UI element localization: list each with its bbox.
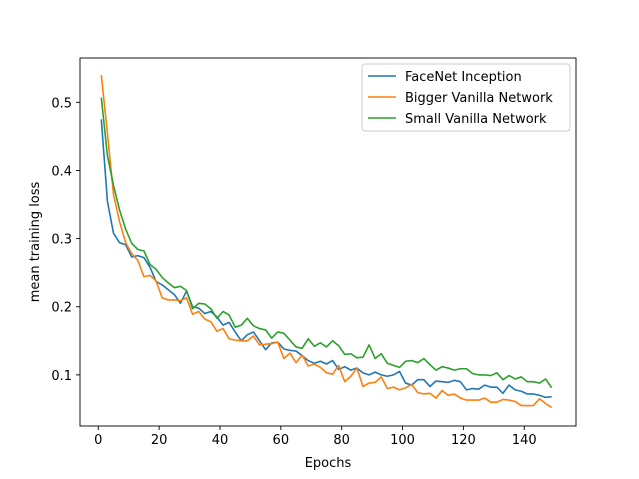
legend-box xyxy=(361,63,571,132)
legend-entry: Bigger Vanilla Network xyxy=(405,91,553,106)
x-axis-label: Epochs xyxy=(305,456,352,471)
x-tick-label: 100 xyxy=(390,433,415,448)
y-tick-label: 0.1 xyxy=(51,369,72,384)
plot-frame xyxy=(79,57,577,427)
x-tick-label: 20 xyxy=(151,433,168,448)
series-line-2 xyxy=(100,97,553,389)
y-tick-label: 0.3 xyxy=(51,233,72,248)
y-tick-label: 0.5 xyxy=(51,96,72,111)
series-line-0 xyxy=(100,119,552,399)
legend: FaceNet Inception Bigger Vanilla Network S… xyxy=(361,63,571,132)
y-tick-label: 0.4 xyxy=(51,164,72,179)
series-line-1 xyxy=(100,74,553,409)
plot-lines xyxy=(100,74,553,409)
y-axis: 0.1 0.2 0.3 0.4 0.5 xyxy=(51,96,80,384)
x-tick-label: 40 xyxy=(212,433,229,448)
x-tick-label: 80 xyxy=(333,433,350,448)
x-tick-label: 60 xyxy=(273,433,290,448)
x-tick-label: 0 xyxy=(94,433,102,448)
y-axis-label: mean training loss xyxy=(28,181,43,302)
y-tick-label: 0.2 xyxy=(51,301,72,316)
x-axis: 0 20 40 60 80 100 120 140 xyxy=(94,426,537,448)
x-tick-label: 120 xyxy=(451,433,476,448)
x-tick-label: 140 xyxy=(512,433,537,448)
legend-entry: Small Vanilla Network xyxy=(405,112,547,127)
legend-entry: FaceNet Inception xyxy=(405,70,522,85)
